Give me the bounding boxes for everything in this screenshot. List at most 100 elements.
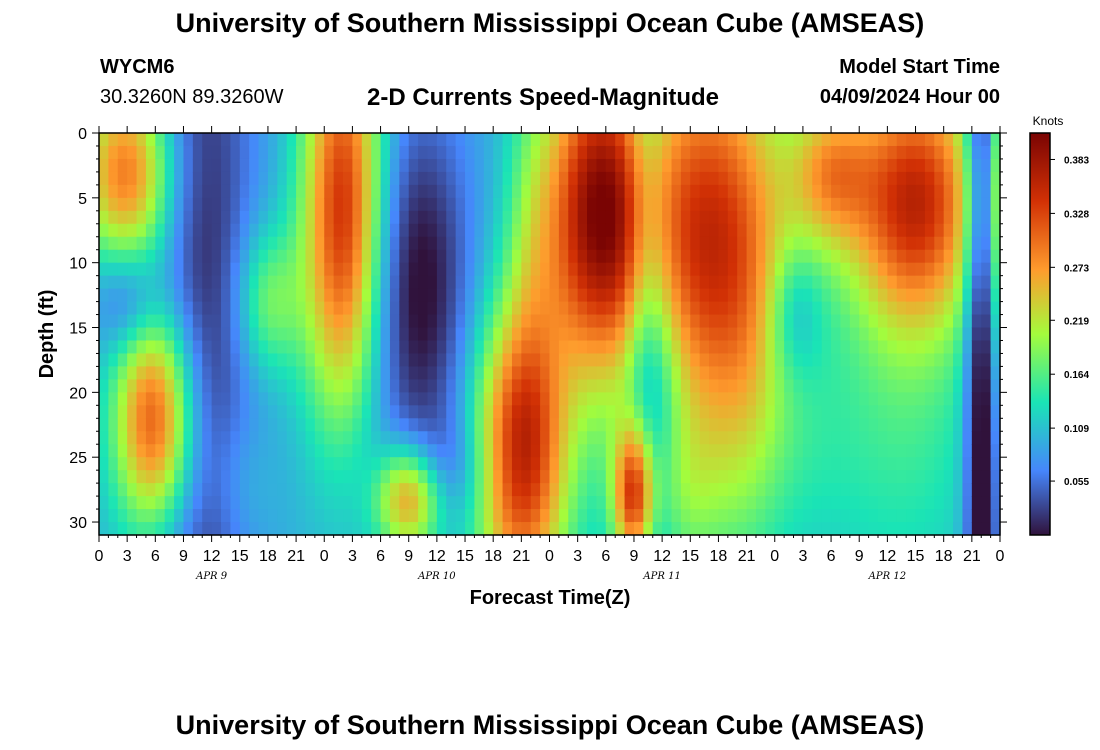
heatmap-cell — [859, 366, 870, 380]
heatmap-cell — [699, 379, 710, 393]
heatmap-cell — [624, 145, 635, 160]
heatmap-cell — [755, 314, 766, 329]
heatmap-cell — [624, 496, 635, 510]
heatmap-cell — [465, 301, 476, 316]
heatmap-cell — [624, 444, 635, 458]
heatmap-cell — [127, 392, 138, 406]
heatmap-cell — [164, 496, 175, 510]
heatmap-cell — [221, 405, 231, 419]
heatmap-cell — [540, 444, 551, 458]
heatmap-cell — [953, 522, 964, 536]
heatmap-cell — [493, 522, 504, 536]
heatmap-cell — [943, 418, 954, 432]
heatmap-cell — [465, 483, 476, 497]
heatmap-cell — [239, 275, 250, 290]
heatmap-cell — [446, 314, 457, 329]
heatmap-cell — [239, 509, 250, 523]
heatmap-cell — [436, 470, 447, 484]
heatmap-cell — [230, 327, 241, 342]
heatmap-cell — [493, 327, 504, 342]
heatmap-cell — [802, 444, 813, 458]
heatmap-cell — [859, 223, 870, 238]
x-tick-label: 15 — [907, 548, 925, 565]
heatmap-cell — [943, 509, 954, 523]
heatmap-cell — [605, 457, 616, 471]
heatmap-cell — [530, 236, 541, 251]
heatmap-cell — [314, 431, 325, 445]
heatmap-cell — [380, 444, 391, 458]
heatmap-cell — [352, 340, 363, 355]
heatmap-cell — [765, 483, 776, 497]
heatmap-cell — [221, 236, 231, 251]
heatmap-cell — [333, 288, 344, 303]
heatmap-cell — [821, 288, 832, 303]
heatmap-cell — [511, 236, 522, 251]
heatmap-cell — [671, 366, 682, 380]
heatmap-cell — [784, 145, 795, 160]
heatmap-cell — [474, 496, 485, 510]
heatmap-cell — [474, 133, 485, 147]
heatmap-cell — [343, 522, 354, 536]
heatmap-cell — [399, 340, 410, 355]
heatmap-cell — [164, 145, 175, 160]
heatmap-cell — [821, 275, 832, 290]
heatmap-cell — [568, 210, 579, 225]
heatmap-cell — [812, 236, 823, 251]
heatmap-cell — [239, 431, 250, 445]
heatmap-cell — [99, 210, 109, 225]
heatmap-cell — [230, 314, 241, 329]
heatmap-cell — [277, 522, 288, 536]
heatmap-cell — [568, 249, 579, 264]
heatmap-cell — [211, 509, 222, 523]
heatmap-cell — [343, 133, 354, 147]
heatmap-cell — [202, 457, 213, 471]
heatmap-cell — [108, 405, 119, 419]
heatmap-cell — [465, 210, 476, 225]
heatmap-cell — [662, 379, 673, 393]
heatmap-cell — [859, 158, 870, 173]
heatmap-cell — [896, 184, 907, 199]
heatmap-cell — [784, 470, 795, 484]
heatmap-cell — [136, 314, 147, 329]
heatmap-cell — [465, 223, 476, 238]
heatmap-cell — [868, 171, 879, 186]
heatmap-cell — [849, 470, 860, 484]
heatmap-cell — [427, 470, 438, 484]
heatmap-cell — [267, 223, 278, 238]
heatmap-cell — [136, 418, 147, 432]
heatmap-cell — [296, 483, 307, 497]
heatmap-cell — [155, 522, 166, 536]
heatmap-cell — [549, 158, 560, 173]
heatmap-cell — [849, 249, 860, 264]
heatmap-cell — [249, 210, 260, 225]
heatmap-cell — [887, 184, 898, 199]
heatmap-cell — [643, 262, 654, 277]
heatmap-cell — [371, 288, 382, 303]
heatmap-cell — [455, 197, 466, 212]
heatmap-cell — [596, 353, 607, 368]
heatmap-cell — [849, 301, 860, 316]
heatmap-cell — [145, 249, 156, 264]
heatmap-cell — [981, 366, 992, 380]
heatmap-cell — [906, 184, 917, 199]
heatmap-cell — [953, 158, 964, 173]
heatmap-cell — [296, 288, 307, 303]
heatmap-cell — [192, 249, 203, 264]
heatmap-cell — [774, 509, 785, 523]
heatmap-cell — [399, 470, 410, 484]
heatmap-cell — [258, 327, 269, 342]
heatmap-cell — [549, 457, 560, 471]
heatmap-cell — [840, 223, 851, 238]
heatmap-cell — [521, 496, 532, 510]
heatmap-cell — [145, 314, 156, 329]
heatmap-cell — [211, 366, 222, 380]
heatmap-cells — [99, 133, 1001, 536]
heatmap-cell — [155, 483, 166, 497]
heatmap-cell — [737, 145, 748, 160]
heatmap-cell — [540, 522, 551, 536]
heatmap-cell — [953, 184, 964, 199]
heatmap-cell — [962, 197, 973, 212]
heatmap-cell — [887, 301, 898, 316]
heatmap-cell — [371, 197, 382, 212]
heatmap-cell — [117, 249, 128, 264]
